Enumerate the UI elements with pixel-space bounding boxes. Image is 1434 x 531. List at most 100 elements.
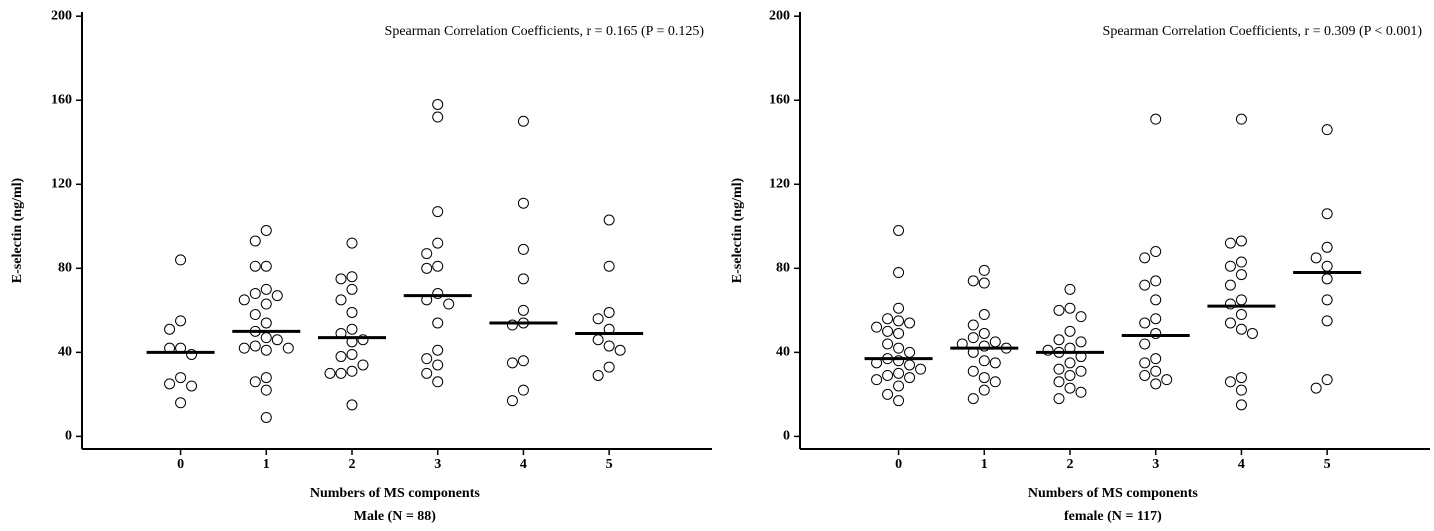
x-tick-label: 1 xyxy=(263,457,270,472)
data-point xyxy=(978,372,990,384)
data-point xyxy=(893,302,905,314)
data-point xyxy=(904,317,916,329)
data-point xyxy=(506,357,518,369)
data-point xyxy=(978,264,990,276)
x-tick-label: 5 xyxy=(1324,457,1331,472)
data-point xyxy=(421,248,433,260)
data-point xyxy=(904,359,916,371)
data-point xyxy=(1150,246,1162,258)
data-point xyxy=(1321,241,1333,253)
x-tick-label: 4 xyxy=(520,457,527,472)
data-point xyxy=(1064,369,1076,381)
data-point xyxy=(432,98,444,110)
data-point xyxy=(432,260,444,272)
data-point xyxy=(893,225,905,236)
data-point xyxy=(432,376,444,388)
data-point xyxy=(432,237,444,249)
y-tick-label: 120 xyxy=(769,176,790,191)
data-point xyxy=(1064,302,1076,314)
data-point xyxy=(249,376,261,388)
data-point xyxy=(346,283,358,295)
data-point xyxy=(517,197,529,209)
data-point xyxy=(614,344,626,356)
data-point xyxy=(871,374,883,386)
data-point xyxy=(978,277,990,289)
data-point xyxy=(1150,365,1162,377)
data-point xyxy=(1150,313,1162,325)
data-point xyxy=(1235,235,1247,247)
data-point xyxy=(592,313,604,325)
data-point xyxy=(324,367,336,379)
data-point xyxy=(1235,269,1247,281)
data-point xyxy=(989,336,1001,348)
data-point xyxy=(517,273,529,285)
data-point xyxy=(260,298,272,310)
data-point xyxy=(592,334,604,346)
data-point xyxy=(1139,317,1151,329)
data-point xyxy=(335,294,347,306)
data-point xyxy=(1235,323,1247,335)
data-point xyxy=(421,353,433,365)
data-point xyxy=(978,355,990,367)
data-point xyxy=(432,344,444,356)
data-point xyxy=(1053,304,1065,316)
data-point xyxy=(603,340,615,352)
annotation: Spearman Correlation Coefficients, r = 0… xyxy=(385,24,705,39)
data-point xyxy=(978,327,990,339)
data-point xyxy=(1139,279,1151,291)
data-point xyxy=(989,376,1001,388)
data-point xyxy=(1310,252,1322,264)
x-tick-label: 2 xyxy=(1067,457,1074,472)
data-point xyxy=(904,346,916,358)
data-point xyxy=(249,260,261,272)
data-point xyxy=(335,367,347,379)
data-point xyxy=(346,271,358,283)
data-point xyxy=(915,363,927,375)
data-point xyxy=(1321,208,1333,220)
data-point xyxy=(1321,273,1333,285)
data-point xyxy=(1150,275,1162,287)
data-point xyxy=(603,214,615,226)
data-point xyxy=(967,319,979,331)
x-tick-label: 0 xyxy=(895,457,902,472)
data-point xyxy=(1139,369,1151,381)
data-point xyxy=(871,321,883,333)
data-point xyxy=(978,384,990,396)
data-point xyxy=(1075,336,1087,348)
data-point xyxy=(260,411,272,423)
data-point xyxy=(175,254,187,266)
data-point xyxy=(1224,237,1236,249)
y-axis-label: E-selectin (ng/ml) xyxy=(10,177,25,283)
data-point xyxy=(603,361,615,373)
data-point xyxy=(1235,372,1247,384)
data-point xyxy=(882,325,894,337)
data-point xyxy=(1064,283,1076,295)
data-point xyxy=(346,399,358,411)
x-tick-label: 1 xyxy=(981,457,988,472)
data-point xyxy=(893,367,905,379)
data-point xyxy=(260,372,272,384)
data-point xyxy=(1235,294,1247,306)
y-tick-label: 160 xyxy=(769,92,790,107)
x-axis-label: Numbers of MS components xyxy=(1028,486,1198,501)
data-point xyxy=(1224,317,1236,329)
data-point xyxy=(1224,260,1236,272)
x-axis-label: Numbers of MS components xyxy=(310,486,480,501)
data-point xyxy=(967,275,979,287)
y-tick-label: 80 xyxy=(58,261,72,276)
data-point xyxy=(175,397,187,409)
x-tick-label: 3 xyxy=(1152,457,1159,472)
data-point xyxy=(1224,376,1236,388)
subtitle: female (N = 117) xyxy=(1064,509,1162,524)
data-point xyxy=(260,384,272,396)
data-point xyxy=(249,235,261,247)
data-point xyxy=(506,395,518,407)
data-point xyxy=(967,332,979,344)
data-point xyxy=(249,288,261,300)
data-point xyxy=(175,372,187,384)
data-point xyxy=(1321,124,1333,136)
data-point xyxy=(1235,113,1247,125)
data-point xyxy=(882,338,894,350)
x-tick-label: 3 xyxy=(434,457,441,472)
